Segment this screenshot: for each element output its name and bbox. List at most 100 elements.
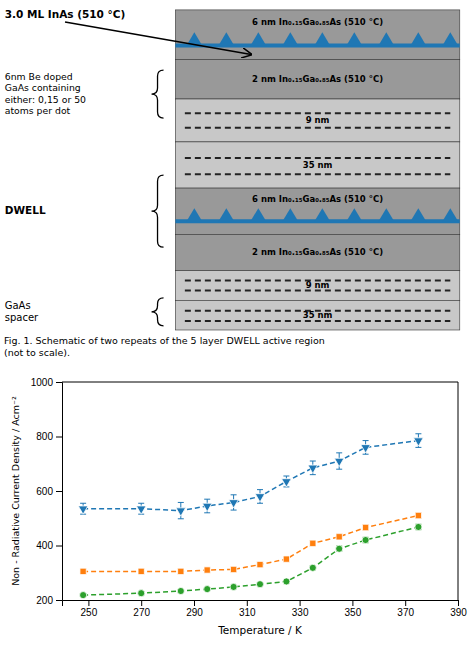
- group-label: GaAsspacer: [5, 300, 39, 323]
- point: [202, 503, 212, 511]
- x-tick-label: 310: [239, 607, 256, 618]
- quantum-dot: [314, 208, 330, 221]
- doping-line: [185, 173, 450, 175]
- quantum-dot: [314, 32, 330, 45]
- x-tick-mark: [247, 600, 248, 606]
- x-tick-label: 270: [133, 607, 150, 618]
- quantum-dot: [251, 208, 267, 221]
- x-tick-label: 350: [345, 607, 362, 618]
- x-tick-mark: [405, 600, 406, 606]
- layer-label: 6 nm In₀.₁₅Ga₀.₈₅As (510 °C): [252, 17, 383, 27]
- quantum-dot: [346, 208, 362, 221]
- layer: [175, 300, 459, 330]
- layer-label: 35 nm: [303, 160, 333, 170]
- point: [309, 564, 316, 571]
- brace: [152, 175, 164, 247]
- y-axis-line: [56, 383, 63, 601]
- y-tick-mark: [56, 382, 62, 383]
- x-tick: 250: [81, 600, 98, 618]
- x-tick: 370: [397, 600, 414, 618]
- group-label-line: spacer: [5, 312, 39, 323]
- x-tick-label: 390: [450, 607, 467, 618]
- point: [80, 568, 86, 574]
- doping-line: [185, 112, 450, 114]
- error-bar: [178, 569, 184, 573]
- group-label-line: either: 0,15 or 50: [5, 93, 86, 104]
- x-tick-mark: [88, 600, 89, 606]
- error-bar: [138, 569, 144, 573]
- y-tick-mark: [56, 491, 62, 492]
- series: [80, 523, 422, 598]
- layer-label: 35 nm: [303, 310, 333, 320]
- doping-line: [185, 127, 450, 129]
- y-tick-label: 1000: [31, 377, 54, 388]
- layer: [175, 271, 459, 301]
- layer: [175, 234, 459, 270]
- quantum-dot: [346, 32, 362, 45]
- error-bar: [80, 569, 86, 573]
- layer-label: 9 nm: [306, 115, 330, 125]
- layer: [175, 10, 459, 60]
- error-bar: [363, 537, 369, 542]
- point: [136, 506, 146, 514]
- layer-label: 9 nm: [306, 280, 330, 290]
- error-bar: [231, 567, 237, 571]
- point: [414, 438, 424, 446]
- layer-label: 2 nm In₀.₁₅Ga₀.₈₅As (510 °C): [252, 74, 383, 84]
- error-bar: [415, 513, 421, 518]
- point: [361, 445, 371, 453]
- x-tick: 270: [133, 600, 150, 618]
- error-bar: [257, 562, 263, 566]
- x-axis-title: Temperature / K: [217, 624, 303, 636]
- layer: [175, 99, 459, 142]
- error-bar: [310, 541, 316, 546]
- x-axis-line: [63, 601, 459, 607]
- x-tick-label: 250: [81, 607, 98, 618]
- x-tick-mark: [141, 600, 142, 606]
- caption-line: (not to scale).: [4, 347, 70, 358]
- error-bar: [415, 524, 421, 529]
- quantum-dot: [410, 32, 426, 45]
- x-tick: 290: [186, 600, 203, 618]
- x-tick: 330: [292, 600, 309, 618]
- caption-line: Fig. 1. Schematic of two repeats of the …: [4, 335, 325, 346]
- x-tick-mark: [352, 600, 353, 606]
- x-tick-mark: [458, 600, 459, 606]
- quantum-dot: [442, 208, 458, 221]
- point: [255, 494, 265, 502]
- figure: 6 nm In₀.₁₅Ga₀.₈₅As (510 °C) 2 nm In₀.₁₅G…: [0, 0, 474, 652]
- point: [334, 458, 344, 466]
- plot-frame: [458, 382, 459, 600]
- point: [78, 506, 88, 514]
- arrow-label: 3.0 ML InAs (510 °C): [5, 8, 126, 20]
- doping-line: [185, 320, 450, 322]
- point: [204, 586, 211, 593]
- plot-area: [78, 434, 423, 599]
- point: [80, 592, 87, 599]
- series: [78, 434, 423, 519]
- point: [283, 578, 290, 585]
- layer: [175, 188, 459, 234]
- caption: Fig. 1. Schematic of two repeats of the …: [4, 335, 325, 358]
- y-tick: 800: [36, 431, 62, 442]
- point: [177, 587, 184, 594]
- point: [204, 567, 210, 573]
- layer: [175, 59, 459, 99]
- error-bar: [283, 557, 289, 561]
- layer: [175, 142, 459, 188]
- point: [138, 568, 144, 574]
- layer-label: 6 nm In₀.₁₅Ga₀.₈₅As (510 °C): [252, 194, 383, 204]
- x-tick: 310: [239, 600, 256, 618]
- brace: [152, 70, 164, 118]
- error-bar: [336, 534, 342, 539]
- y-tick-label: 800: [36, 431, 53, 442]
- x-tick-mark: [194, 600, 195, 606]
- series: [80, 512, 422, 574]
- y-tick: 600: [36, 486, 62, 497]
- group-label-line: 6nm Be doped: [5, 71, 73, 82]
- layer-label: 2 nm In₀.₁₅Ga₀.₈₅As (510 °C): [252, 247, 383, 257]
- series-line: [83, 441, 418, 511]
- quantum-dot: [410, 208, 426, 221]
- error-bar: [363, 525, 369, 530]
- point: [229, 500, 239, 508]
